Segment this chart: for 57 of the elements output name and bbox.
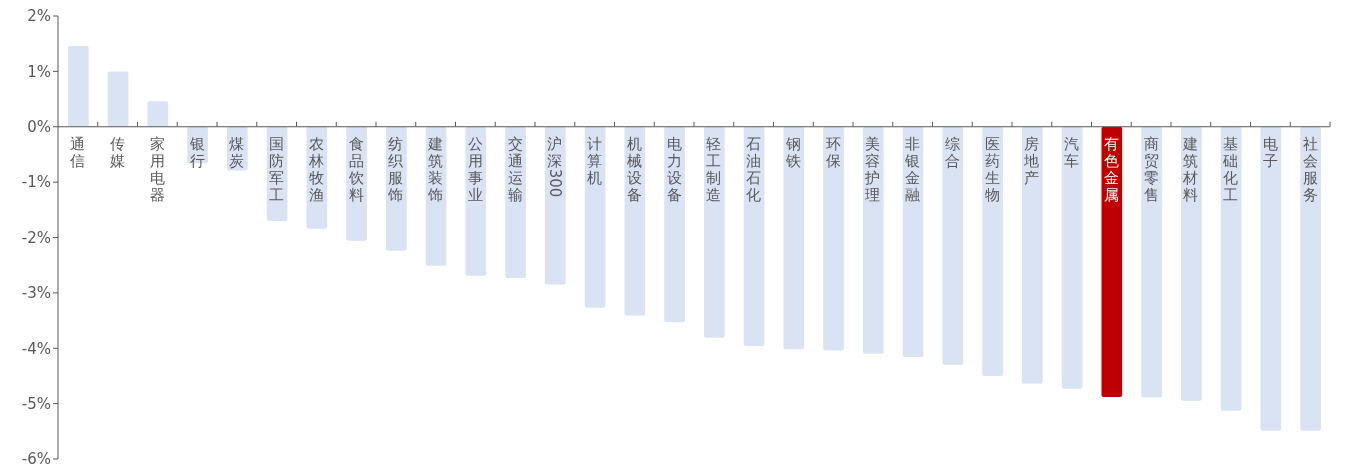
bar (783, 126, 805, 350)
bar (704, 126, 725, 338)
bar (1141, 126, 1162, 398)
x-tick-label: 汽车 (1064, 134, 1080, 170)
x-tick-label: 轻工制造 (706, 134, 722, 204)
x-tick-label: 电子 (1262, 134, 1278, 170)
x-tick-label: 家用电器 (149, 134, 165, 204)
x-tick-label: 建筑装饰 (427, 134, 444, 204)
y-tick-label: -3% (21, 284, 51, 303)
bar (68, 45, 89, 127)
x-tick-label: 通信 (70, 134, 86, 170)
y-tick-label: -1% (21, 173, 51, 192)
bar (1061, 126, 1083, 389)
x-tick-label: 建筑材料 (1182, 134, 1199, 204)
x-tick-label: 房地产 (1023, 134, 1040, 187)
bar (942, 126, 964, 365)
x-tick-label: 公用事业 (467, 134, 483, 204)
x-tick-label: 银行 (188, 134, 205, 170)
x-tick-label: 石油石化 (746, 134, 762, 204)
x-tick-label: 环保 (825, 134, 841, 170)
x-tick-label: 传媒 (110, 134, 126, 170)
y-tick-label: -4% (21, 339, 51, 358)
x-tick-label: 商贸零售 (1143, 134, 1159, 204)
bar (1022, 126, 1043, 384)
bar (664, 126, 685, 323)
x-tick-label: 综合 (944, 134, 960, 170)
x-tick-label: 医药生物 (984, 134, 1000, 204)
bar (982, 126, 1003, 376)
x-tick-label: 农林牧渔 (307, 134, 324, 204)
x-tick-label: 电力设备 (666, 134, 682, 204)
x-tick-label: 食品饮料 (347, 134, 364, 204)
x-tick-label: 基础化工 (1222, 134, 1239, 204)
bar (1300, 126, 1321, 431)
bar (823, 126, 844, 351)
x-tick-label: 交通运输 (507, 134, 523, 204)
x-tick-label: 社会服务 (1302, 134, 1318, 204)
x-tick-label: 非银金融 (904, 134, 921, 204)
x-tick-label: 美容护理 (864, 134, 881, 204)
y-tick-label: 1% (27, 62, 51, 81)
y-tick-label: -5% (21, 394, 51, 413)
y-tick-label: 2% (27, 7, 51, 26)
y-tick-label: 0% (27, 118, 51, 137)
bar (107, 71, 129, 127)
x-tick-label: 纺织服饰 (387, 134, 404, 204)
bar (1260, 126, 1282, 431)
y-tick-label: -2% (21, 228, 51, 247)
bar (147, 101, 169, 127)
x-tick-label: 有色金属 (1103, 134, 1119, 204)
x-tick-label: 国防军工 (269, 134, 285, 204)
x-tick-label: 沪深300 (545, 134, 564, 198)
x-tick-label: 计算机 (587, 134, 603, 187)
x-tick-label: 煤炭 (229, 134, 245, 170)
bar (1181, 126, 1202, 401)
bar (863, 126, 884, 354)
x-tick-label: 钢铁 (784, 134, 801, 170)
x-tick-label: 机械设备 (626, 134, 642, 204)
y-tick-label: -6% (21, 450, 51, 469)
